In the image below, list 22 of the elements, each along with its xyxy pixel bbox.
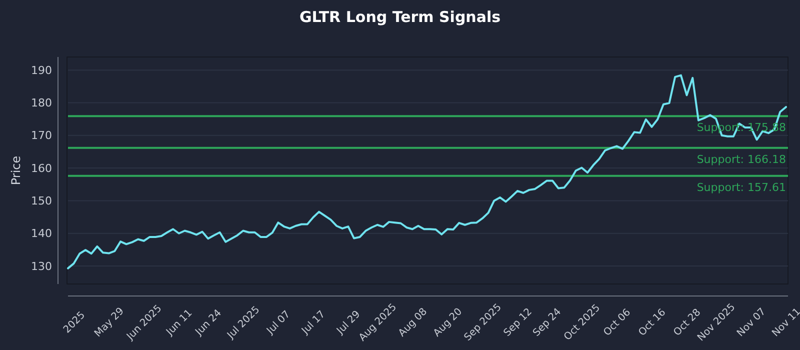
x-tick-label: Jun 24 [193,308,224,338]
y-tick-label: 180 [31,96,52,110]
y-tick-label: 140 [31,227,52,240]
y-tick-label: 150 [31,194,52,208]
line-series [67,74,787,270]
y-axis-title: Price [9,156,23,186]
x-tick-label: Nov 11 [770,306,800,340]
x-tick-label: Oct 06 [602,307,634,338]
x-tick-label: Aug 08 [396,306,430,340]
x-tick-label: Nov 07 [735,306,768,340]
ref-line-label: Support: 157.61 [696,180,786,194]
y-tick-label: 170 [31,129,52,142]
x-tick-label: Jun 11 [164,308,195,338]
y-tick-label: 130 [31,260,52,273]
x-tick-label: Aug 20 [432,306,465,340]
x-tick-label: Oct 16 [636,307,668,338]
chart-title: GLTR Long Term Signals [299,8,501,26]
x-tick-label: Jul 17 [299,308,328,338]
y-tick-label: 190 [31,64,52,77]
ref-line-label: Support: 166.18 [696,152,786,166]
y-tick-label: 160 [31,162,52,175]
x-tick-label: Jul 07 [264,308,293,338]
